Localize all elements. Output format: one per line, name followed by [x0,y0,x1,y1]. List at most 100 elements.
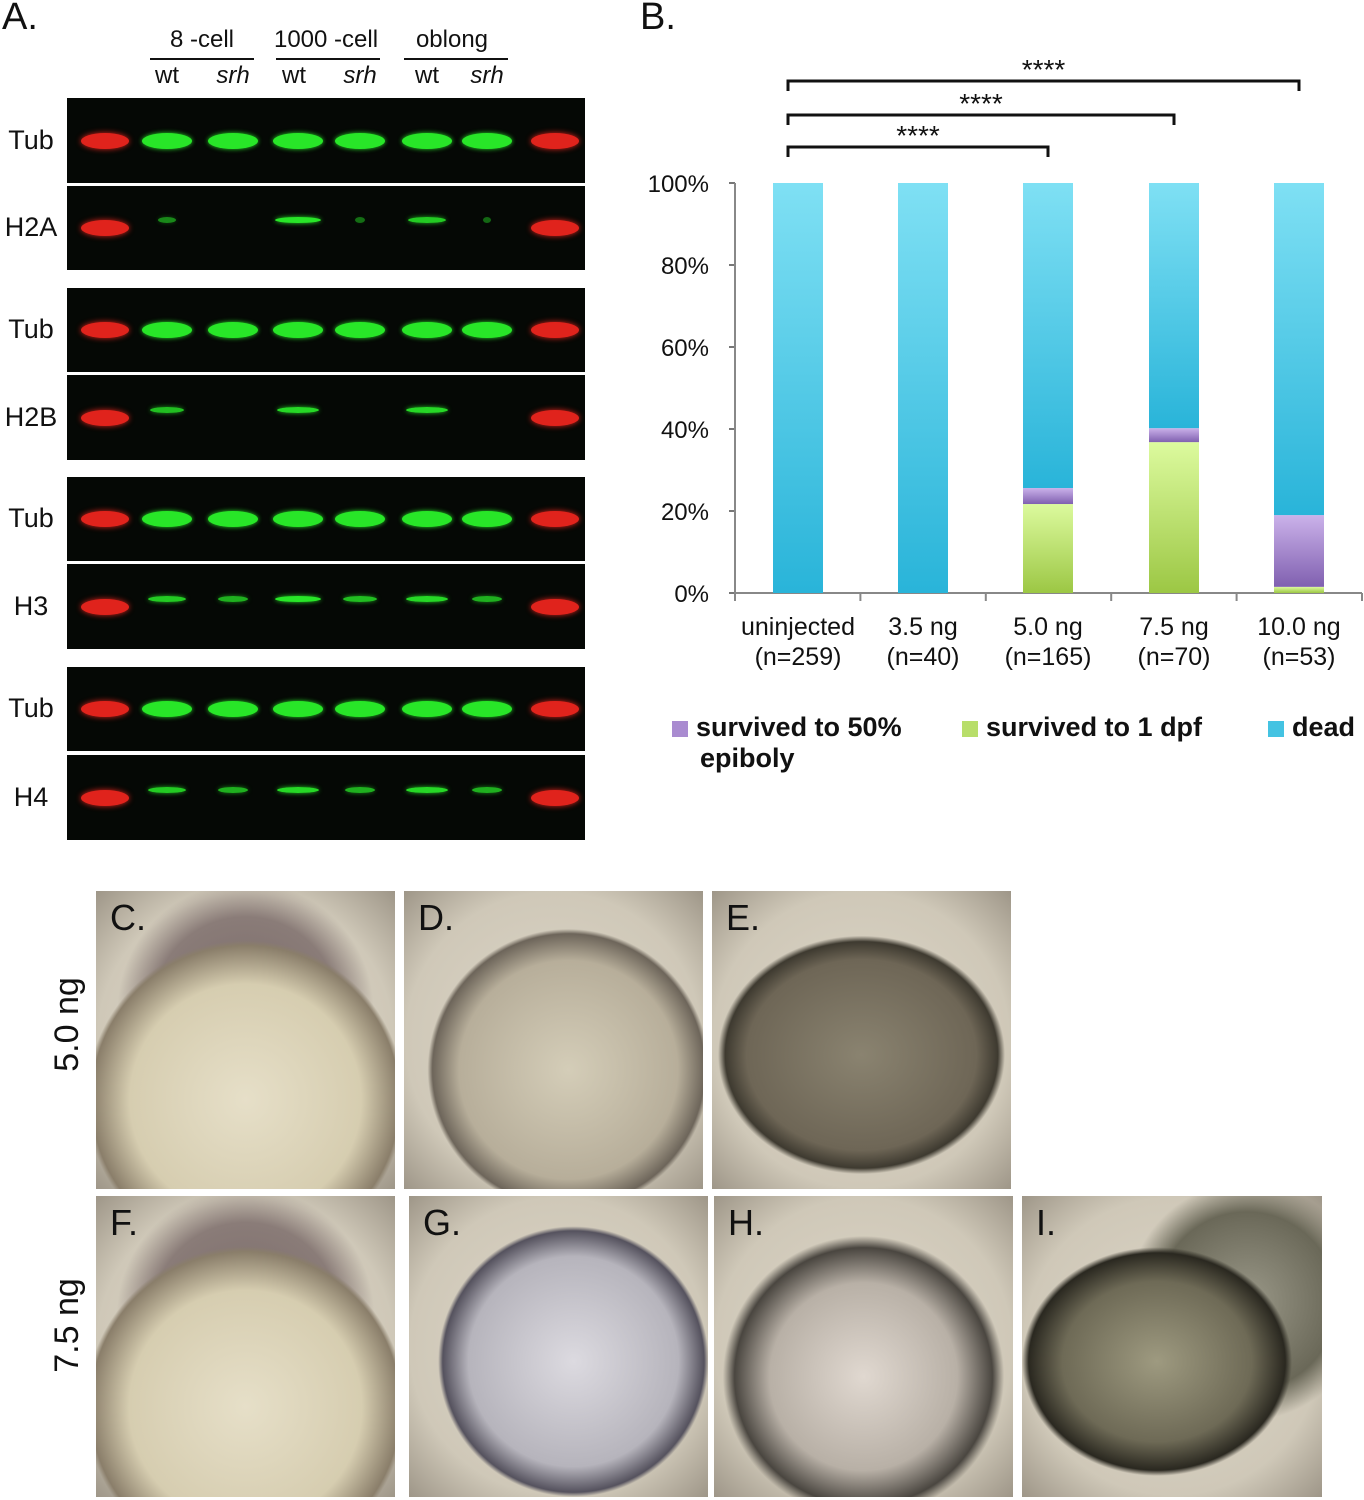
genotype-label: srh [343,62,377,89]
protein-band [273,322,323,338]
embryo-micrograph: G. [409,1196,708,1497]
row-label-5ng: 5.0 ng [47,977,86,1072]
embryo-micrograph: H. [714,1196,1013,1497]
ladder-band [531,220,579,236]
ladder-band [81,511,129,527]
protein-band [355,217,365,223]
stage-underline [276,58,380,60]
ladder-band [531,789,579,806]
significance-bracket [786,113,1176,125]
legend-swatch [1268,720,1284,737]
embryo-micrograph: F. [96,1196,395,1497]
stage-label: 1000 -cell [273,26,379,53]
genotype-label: srh [470,62,504,89]
x-tick-label: 3.5 ng [888,613,958,641]
protein-band [345,786,375,793]
genotype-label: srh [216,62,250,89]
protein-band [483,217,491,223]
protein-band [208,322,258,338]
western-blot-tub [67,667,585,751]
ladder-band [81,598,129,615]
x-tick-label: (n=165) [1005,643,1092,671]
ladder-band [531,322,579,338]
protein-band [218,595,248,602]
protein-band [335,701,385,717]
protein-band [402,701,452,717]
ladder-band [531,598,579,615]
protein-band [406,595,448,602]
stage-label: 8 -cell [169,26,235,53]
ladder-band [531,701,579,717]
legend-swatch [962,720,978,737]
survival-chart: 0% 20% 40% 60% 80% 100% uninjected(n=259) 3.5 n… [648,54,1363,671]
y-tick-label: 100% [648,171,709,198]
protein-band [148,595,186,602]
protein-band [277,786,319,793]
bar-segment [1274,586,1324,593]
ladder-band [81,322,129,338]
protein-band [150,406,184,413]
protein-band [142,511,192,527]
protein-band [462,511,512,527]
significance-bracket [786,145,1050,157]
stage-label: oblong [415,26,489,53]
legend-text: survived to 50% [696,712,902,742]
embryo-micrograph: D. [404,891,703,1189]
ladder-band [531,409,579,426]
protein-band [335,322,385,338]
x-tick-label: (n=70) [1138,643,1211,671]
x-tick-label: 10.0 ng [1257,613,1340,641]
blot-row-label: H2A [4,212,58,242]
protein-band [406,406,448,413]
bar-segment [1274,183,1324,516]
western-blot-h2b [67,375,585,460]
protein-band [462,322,512,338]
protein-band [142,322,192,338]
protein-band [273,132,323,149]
y-tick-label: 60% [661,335,709,362]
photo-panel-label: I. [1036,1202,1057,1243]
bar-segment [1274,515,1324,587]
protein-band [408,217,446,223]
y-tick-label: 20% [661,499,709,526]
protein-band [142,132,192,149]
protein-band [402,322,452,338]
bar-segment [1023,504,1073,593]
legend-text: survived to 1 dpf [986,712,1203,742]
embryo-micrograph: C. [96,891,395,1189]
legend-item-1dpf: survived to 1 dpf [962,712,1202,743]
protein-band [208,701,258,717]
panel-a-label: A. [2,0,38,38]
protein-band [148,786,186,793]
western-blot-tub [67,288,585,372]
photo-panel-label: G. [423,1202,462,1243]
bar-segment [1023,488,1073,505]
significance-bracket [786,79,1301,91]
protein-band [275,217,321,223]
blot-row-label: Tub [8,693,54,723]
ladder-band [531,132,579,149]
blot-row-label: Tub [8,503,54,533]
protein-band [402,132,452,149]
protein-band [277,406,319,413]
panel-b-label: B. [640,0,676,38]
protein-band [142,701,192,717]
genotype-label: wt [415,62,439,89]
photo-panel-label: H. [728,1202,764,1243]
genotype-label: wt [155,62,179,89]
ladder-band [81,220,129,236]
y-tick-label: 80% [661,253,709,280]
bar-segment [1149,442,1199,593]
blot-row-label: H4 [13,781,49,812]
photo-panel-label: D. [418,897,454,938]
stage-underline [150,58,254,60]
stage-underline [404,58,508,60]
western-blot-h3 [67,564,585,649]
ladder-band [531,511,579,527]
protein-band [402,511,452,527]
protein-band [472,595,502,602]
blot-row-label: H2B [4,401,58,432]
x-tick-label: (n=53) [1263,643,1336,671]
protein-band [273,701,323,717]
significance-stars: **** [959,88,1003,119]
